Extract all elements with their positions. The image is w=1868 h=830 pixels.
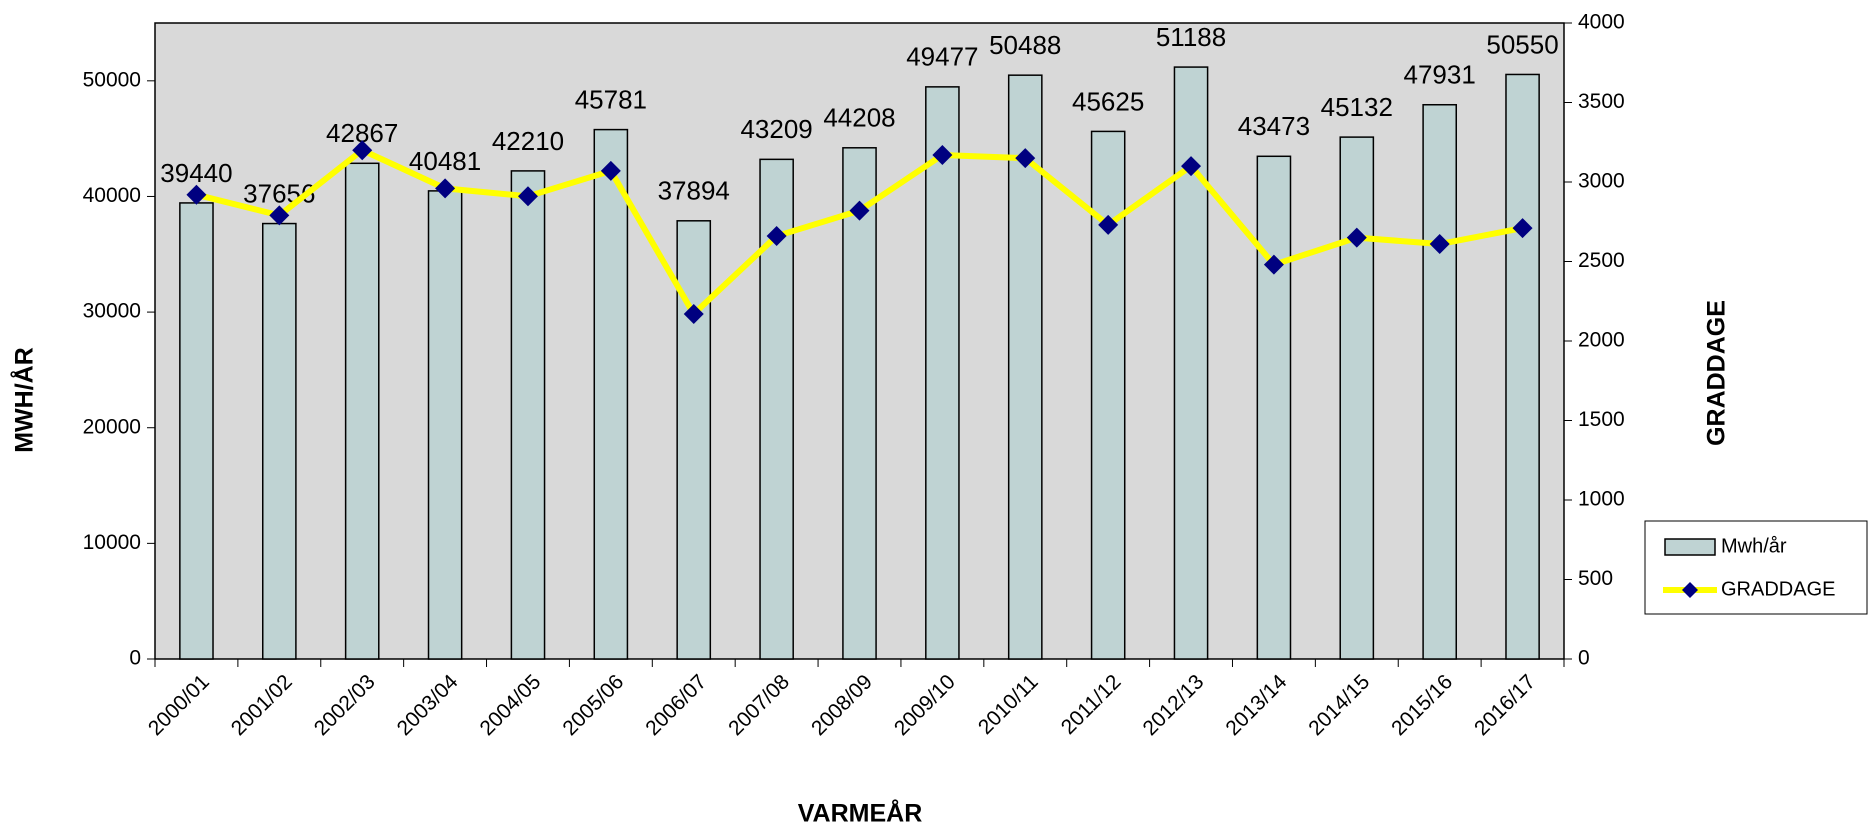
bar: [427, 190, 463, 660]
bar: [593, 128, 629, 660]
x-tick-label: 2008/09: [807, 670, 877, 740]
bar: [1505, 73, 1540, 660]
data-label: 45781: [575, 84, 647, 114]
data-label: 49477: [906, 42, 978, 72]
marker: [517, 186, 538, 207]
bar: [1173, 66, 1209, 660]
bar: [179, 202, 214, 660]
x-tick-label: 2006/07: [641, 670, 711, 740]
bar: [1422, 103, 1458, 660]
marker: [435, 178, 456, 199]
bar: [1339, 136, 1375, 660]
data-label: 42210: [492, 126, 564, 156]
data-label: 50488: [989, 30, 1061, 60]
legend-label: Mwh/år: [1721, 535, 1787, 557]
bar: [261, 222, 297, 660]
y2-tick-label: 3500: [1578, 90, 1625, 113]
x-tick-label: 2016/17: [1470, 670, 1540, 740]
marker: [1181, 156, 1202, 177]
data-label: 45132: [1321, 92, 1393, 122]
bar: [1090, 130, 1126, 660]
marker: [849, 200, 870, 221]
marker: [600, 160, 621, 181]
y-tick-label: 10000: [83, 531, 141, 554]
marker: [186, 184, 207, 205]
y2-tick-label: 4000: [1578, 11, 1625, 34]
x-tick-label: 2010/11: [974, 670, 1043, 739]
x-tick-label: 2005/06: [558, 670, 628, 740]
x-tick-label: 2001/02: [227, 670, 297, 740]
x-tick-label: 2003/04: [393, 670, 463, 740]
marker: [1512, 218, 1533, 239]
data-label: 44208: [823, 103, 895, 133]
y2-tick-label: 2500: [1578, 249, 1625, 272]
marker: [932, 144, 953, 165]
data-label: 40481: [409, 146, 481, 176]
bar: [676, 220, 712, 660]
y-tick-label: 20000: [83, 415, 141, 438]
bar: [1007, 74, 1043, 660]
data-label: 37894: [658, 176, 730, 206]
x-tick-label: 2009/10: [890, 670, 960, 740]
marker: [1015, 148, 1036, 169]
bar: [925, 86, 960, 660]
bar: [1256, 155, 1292, 660]
data-label: 45625: [1072, 86, 1144, 116]
data-label: 47931: [1404, 60, 1476, 90]
x-tick-label: 2000/01: [144, 670, 214, 740]
legend: [1644, 520, 1868, 615]
x-tick-label: 2007/08: [724, 670, 794, 740]
y-tick-label: 50000: [83, 68, 141, 91]
y-tick-label: 30000: [83, 300, 141, 323]
marker: [269, 205, 290, 226]
x-tick-label: 2011/12: [1057, 670, 1126, 739]
data-label: 51188: [1156, 22, 1226, 52]
x-tick-label: 2013/14: [1221, 670, 1291, 740]
bar: [842, 147, 877, 660]
data-label: 39440: [160, 158, 232, 188]
marker: [1346, 227, 1367, 248]
marker: [1429, 234, 1450, 255]
y-axis-title: MWH/ÅR: [10, 347, 39, 453]
x-tick-label: 2012/13: [1139, 670, 1209, 740]
y2-tick-label: 0: [1578, 647, 1590, 670]
x-axis-title: VARMEÅR: [798, 799, 923, 828]
data-label: 43209: [740, 114, 812, 144]
bar: [344, 162, 380, 660]
y2-tick-label: 1000: [1578, 488, 1625, 511]
data-label: 50550: [1486, 29, 1558, 59]
marker: [1263, 254, 1284, 275]
x-tick-label: 2014/15: [1304, 670, 1374, 740]
marker: [683, 303, 704, 324]
y2-tick-label: 1500: [1578, 408, 1625, 431]
marker: [1098, 214, 1119, 235]
legend-label: GRADDAGE: [1721, 578, 1835, 600]
x-tick-label: 2015/16: [1387, 670, 1457, 740]
y2-tick-label: 500: [1578, 567, 1613, 590]
marker: [352, 140, 373, 161]
legend-swatch: [1664, 538, 1716, 556]
marker: [766, 226, 787, 247]
legend-marker: [1682, 582, 1698, 598]
y2-tick-label: 2000: [1578, 329, 1625, 352]
bar: [510, 170, 546, 660]
y2-tick-label: 3000: [1578, 170, 1625, 193]
x-tick-label: 2004/05: [475, 670, 545, 740]
y-tick-label: 40000: [83, 184, 141, 207]
y-tick-label: 0: [129, 647, 141, 670]
data-label: 43473: [1238, 111, 1310, 141]
x-tick-label: 2002/03: [310, 670, 380, 740]
y2-axis-title: GRADDAGE: [1703, 300, 1731, 446]
